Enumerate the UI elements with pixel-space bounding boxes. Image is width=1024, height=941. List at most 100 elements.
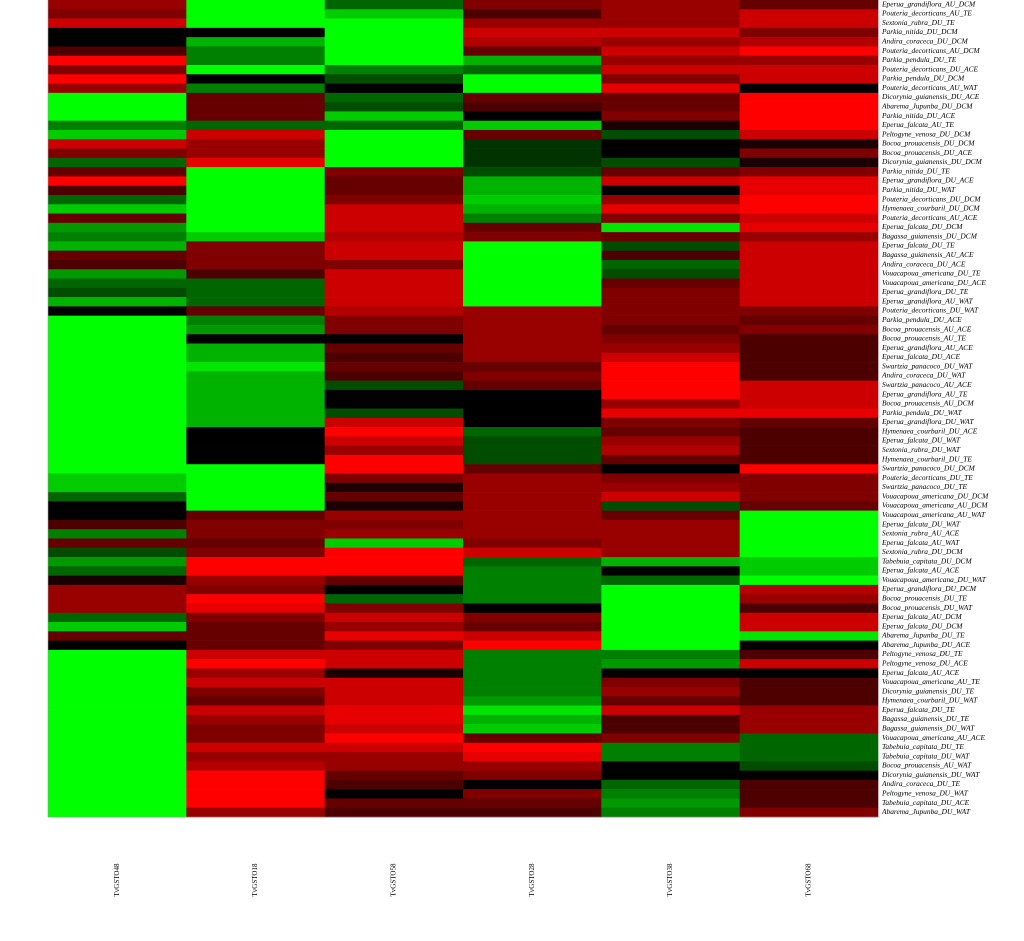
heatmap-cell: [739, 538, 879, 549]
heatmap-cell: [601, 733, 740, 744]
heatmap-cell: [324, 668, 464, 679]
heatmap-cell: [48, 83, 187, 94]
heatmap-cell: [463, 631, 602, 641]
heatmap-cell: [601, 622, 740, 632]
heatmap-cell: [48, 742, 187, 753]
heatmap-cell: [739, 427, 879, 437]
row-label: Parkia_pendula_DU_TE: [881, 55, 957, 64]
heatmap-cell: [739, 566, 879, 576]
heatmap-cell: [463, 529, 602, 539]
heatmap-cell: [186, 362, 325, 372]
heatmap-cell: [601, 0, 740, 10]
heatmap-cell: [48, 612, 187, 623]
heatmap-cell: [186, 232, 325, 242]
heatmap-cell: [601, 492, 740, 502]
heatmap-cell: [48, 696, 187, 706]
heatmap-cell: [324, 222, 464, 233]
heatmap-cell: [601, 724, 740, 734]
heatmap-cell: [186, 789, 325, 799]
row-label: Parkia_pendula_DU_ACE: [881, 315, 962, 324]
heatmap-cell: [324, 557, 464, 567]
heatmap-cell: [324, 482, 464, 493]
heatmap-cell: [739, 297, 879, 307]
heatmap-cell: [739, 529, 879, 539]
heatmap-cell: [48, 250, 187, 261]
heatmap-cell: [186, 575, 325, 586]
heatmap-cell: [463, 510, 602, 521]
heatmap-cell: [48, 64, 187, 75]
heatmap-cell: [463, 232, 602, 242]
heatmap-cell: [48, 677, 187, 688]
heatmap-cell: [463, 427, 602, 437]
heatmap-cell: [186, 324, 325, 335]
heatmap-cell: [601, 139, 740, 149]
heatmap-cell: [186, 408, 325, 419]
heatmap-cell: [739, 111, 879, 121]
heatmap-cell: [739, 343, 879, 354]
heatmap-cell: [739, 120, 879, 131]
heatmap-cell: [48, 120, 187, 131]
heatmap-cell: [739, 315, 879, 326]
heatmap-cell: [186, 612, 325, 623]
heatmap-cell: [324, 547, 464, 558]
row-label: Eperua_grandiflora_AU_WAT: [881, 296, 974, 305]
heatmap-cell: [463, 714, 602, 725]
heatmap-cell: [48, 297, 187, 307]
row-label: Sextonia_rubra_AU_ACE: [882, 529, 960, 538]
row-label: Eperua_falcata_DU_WAT: [881, 436, 961, 445]
heatmap-cell: [324, 352, 464, 363]
heatmap-cell: [186, 668, 325, 679]
heatmap-cell: [186, 807, 325, 818]
heatmap-cell: [601, 445, 740, 456]
row-label: Andira_coraceca_DU_DCM: [881, 36, 969, 45]
row-label: Eperua_falcata_AU_DCM: [881, 612, 962, 621]
heatmap-cell: [463, 789, 602, 799]
heatmap-cell: [186, 269, 325, 279]
row-label: Dicorynia_guianensis_DU_DCM: [881, 157, 983, 166]
heatmap-cell: [601, 213, 740, 224]
heatmap-cell: [601, 204, 740, 214]
row-label: Swartzia_panacoco_DU_DCM: [882, 464, 976, 473]
heatmap-cell: [601, 687, 740, 697]
row-label: Abarema_Jupunba_DU_DCM: [881, 101, 973, 110]
heatmap-cell: [739, 83, 879, 94]
heatmap-cell: [601, 250, 740, 261]
heatmap-cell: [186, 250, 325, 261]
heatmap-cell: [739, 761, 879, 771]
heatmap-cell: [601, 380, 740, 391]
heatmap-cell: [739, 547, 879, 558]
heatmap-cell: [601, 129, 740, 140]
row-label: Eperua_grandiflora_DU_DCM: [881, 584, 977, 593]
heatmap-cell: [601, 798, 740, 809]
heatmap-cell: [324, 575, 464, 586]
heatmap-cell: [324, 55, 464, 66]
heatmap-cell: [463, 473, 602, 484]
row-label: Parkia_nitida_DU_TE: [881, 166, 950, 175]
heatmap-cell: [186, 687, 325, 697]
heatmap-cell: [601, 37, 740, 47]
heatmap-cell: [324, 92, 464, 103]
heatmap-cell: [48, 714, 187, 725]
heatmap-cell: [463, 733, 602, 744]
heatmap-cell: [463, 185, 602, 196]
heatmap-cell: [739, 668, 879, 679]
heatmap-cell: [324, 603, 464, 614]
row-label: Vouacapoua_americana_AU_ACE: [882, 733, 986, 742]
heatmap-cell: [48, 408, 187, 419]
heatmap-cell: [48, 380, 187, 391]
heatmap-cell: [739, 408, 879, 419]
heatmap-cell: [324, 473, 464, 484]
heatmap-cell: [324, 102, 464, 112]
heatmap-cell: [324, 594, 464, 604]
heatmap-cell: [739, 18, 879, 29]
heatmap-cell: [324, 389, 464, 400]
heatmap-cell: [601, 278, 740, 289]
heatmap-cell: [324, 232, 464, 242]
heatmap-cell: [48, 575, 187, 586]
row-label: Pouteria_decorticans_DU_WAT: [881, 306, 979, 315]
heatmap-cell: [739, 575, 879, 586]
heatmap-cell: [601, 714, 740, 725]
row-label: Tabebuia_capitata_DU_ACE: [882, 798, 970, 807]
heatmap-cell: [463, 27, 602, 38]
heatmap-cell: [186, 519, 325, 530]
